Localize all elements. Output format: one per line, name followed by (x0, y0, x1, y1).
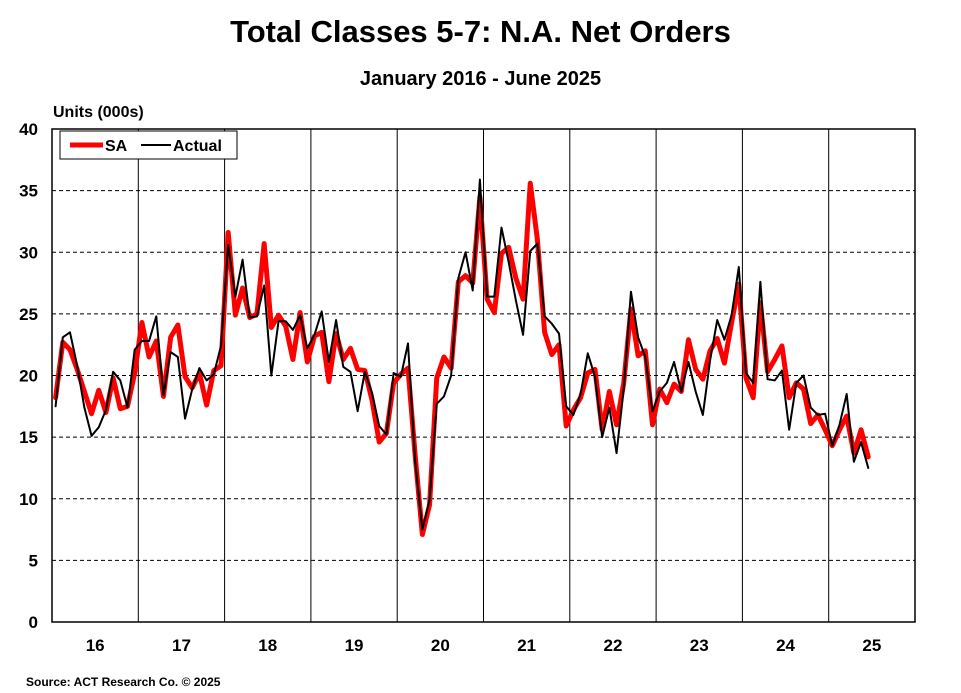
x-tick-label: 22 (603, 636, 622, 655)
x-tick-label: 21 (517, 636, 536, 655)
x-tick-label: 23 (690, 636, 709, 655)
x-tick-label: 24 (776, 636, 795, 655)
chart-title: Total Classes 5-7: N.A. Net Orders (230, 14, 731, 49)
series-line-sa (53, 180, 871, 537)
y-tick-label: 15 (19, 428, 38, 447)
source-note: Source: ACT Research Co. © 2025 (26, 675, 221, 689)
y-tick-label: 35 (19, 182, 38, 201)
y-tick-label: 40 (19, 120, 38, 139)
y-tick-label: 25 (19, 305, 38, 324)
x-axis-ticks: 16 17 18 19 20 21 22 23 24 25 (86, 636, 882, 655)
chart-subtitle: January 2016 - June 2025 (359, 68, 602, 90)
y-axis-label: Units (000s) (53, 104, 144, 121)
vertical-gridlines (137, 129, 830, 622)
x-tick-label: 18 (258, 636, 277, 655)
x-tick-label: 25 (862, 636, 881, 655)
series-layer (53, 178, 871, 537)
legend: SA Actual (59, 130, 238, 160)
y-tick-label: 0 (29, 613, 38, 632)
x-tick-label: 17 (172, 636, 191, 655)
x-tick-label: 16 (86, 636, 105, 655)
y-axis-ticks: 0 5 10 15 20 25 30 35 40 (19, 120, 38, 632)
x-tick-label: 20 (431, 636, 450, 655)
y-tick-label: 20 (19, 367, 38, 386)
legend-label-actual: Actual (173, 138, 222, 155)
y-tick-label: 30 (19, 243, 38, 262)
y-tick-label: 5 (29, 551, 38, 570)
series-line-actual (54, 178, 870, 531)
plot-border (51, 128, 916, 623)
y-tick-label: 10 (19, 490, 38, 509)
legend-label-sa: SA (105, 138, 128, 155)
x-tick-label: 19 (345, 636, 364, 655)
